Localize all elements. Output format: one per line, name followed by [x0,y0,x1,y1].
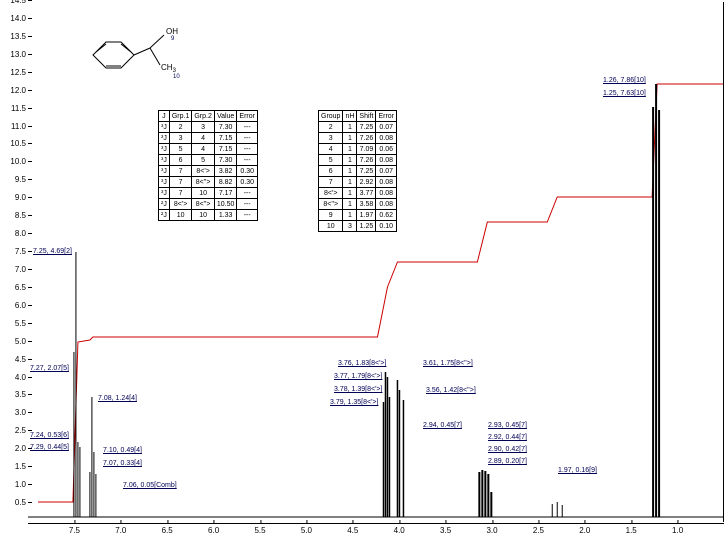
y-tick: 12.5 [0,68,28,77]
x-tick: 5.0 [301,526,312,535]
y-tick: 8.0 [0,229,28,238]
peak-label: 2.89, 0.20[7] [488,458,527,465]
y-tick: 4.5 [0,355,28,364]
peak-label: 2.94, 0.45[7] [423,422,462,429]
mol-oh-label: OH [166,27,178,36]
y-tick: 1.0 [0,480,28,489]
x-tick: 5.5 [254,526,265,535]
x-tick: 2.0 [579,526,590,535]
y-tick: 1.5 [0,462,28,471]
y-axis: 0.5 1.0 1.5 2.0 2.5 3.0 3.5 4.0 4.5 5.0 5.5 6.0 6.5 7… [0,0,28,522]
x-tick: 6.0 [208,526,219,535]
y-tick: 8.5 [0,211,28,220]
x-tick: 2.5 [533,526,544,535]
y-tick: 14.5 [0,0,28,5]
peaks-aromatic [74,252,96,517]
mol-atom-9: 9 [171,36,175,42]
y-tick: 14.0 [0,14,28,23]
peak-label: 7.29, 0.44[5] [30,444,69,451]
peaks-oh [552,502,562,517]
x-tick: 7.5 [69,526,80,535]
y-tick: 2.0 [0,444,28,453]
y-tick: 10.0 [0,157,28,166]
peak-label: 7.08, 1.24[4] [98,395,137,402]
peak-label: 3.76, 1.83[8<'>] [338,360,386,367]
x-tick: 7.0 [115,526,126,535]
shift-table: GroupnHShiftError217.250.07317.260.08417… [318,110,397,232]
peak-label: 3.77, 1.79[8<'>] [334,373,382,380]
peak-label: 7.06, 0.05[Comb] [123,482,177,489]
y-tick: 5.0 [0,337,28,346]
peak-label: 3.56, 1.42[8<''>] [426,387,476,394]
x-axis: 7.5 7.0 6.5 6.0 5.5 5.0 4.5 4.0 3.5 3.0 2.5 2.0 1.5 1… [28,523,724,541]
peak-label: 7.25, 4.69[2] [33,248,72,255]
peak-label: 3.78, 1.39[8<'>] [334,386,382,393]
peak-label: 7.27, 2.07[5] [30,365,69,372]
y-tick: 6.5 [0,283,28,292]
x-tick: 1.5 [626,526,637,535]
y-tick: 9.5 [0,175,28,184]
peak-label: 2.93, 0.45[7] [488,422,527,429]
peak-label: 2.90, 0.42[7] [488,446,527,453]
y-tick: 13.5 [0,32,28,41]
spectrum-plot: OH 9 CH3 10 JGrp.1Grp.2ValueError³J237.3… [28,2,724,522]
y-tick: 4.0 [0,373,28,382]
x-tick: 6.5 [162,526,173,535]
molecule-structure: OH 9 CH3 10 [78,20,188,95]
peak-label: 1.97, 0.16[9] [558,467,597,474]
peak-label: 2.92, 0.44[7] [488,434,527,441]
x-tick: 3.0 [486,526,497,535]
y-tick: 13.0 [0,50,28,59]
y-tick: 11.0 [0,122,28,131]
peak-label: 1.26, 7.86[10] [603,77,646,84]
mol-ch3-label: CH3 [161,63,177,74]
x-tick: 1.0 [672,526,683,535]
peak-label: 3.61, 1.75[8<''>] [423,360,473,367]
peaks-ch3 [653,84,659,517]
peak-label: 7.10, 0.49[4] [103,447,142,454]
y-tick: 0.5 [0,498,28,507]
y-tick: 5.5 [0,319,28,328]
y-tick: 7.0 [0,265,28,274]
peak-label: 1.25, 7.63[10] [603,90,646,97]
y-tick: 12.0 [0,86,28,95]
y-tick: 10.5 [0,139,28,148]
y-tick: 9.0 [0,193,28,202]
x-tick: 4.0 [394,526,405,535]
x-tick: 4.5 [347,526,358,535]
mol-atom-10: 10 [173,74,180,80]
y-tick: 3.0 [0,408,28,417]
peaks-ch [479,470,491,517]
y-tick: 11.5 [0,104,28,113]
y-tick: 7.5 [0,247,28,256]
peak-label: 7.07, 0.33[4] [103,460,142,467]
peaks-ch2 [383,372,403,517]
peak-label: 3.79, 1.35[8<'>] [330,399,378,406]
x-tick: 3.5 [440,526,451,535]
coupling-table: JGrp.1Grp.2ValueError³J237.30---³J347.15… [158,110,258,221]
y-tick: 3.5 [0,390,28,399]
y-tick: 2.5 [0,426,28,435]
peak-label: 7.24, 0.53[6] [30,432,69,439]
y-tick: 6.0 [0,301,28,310]
